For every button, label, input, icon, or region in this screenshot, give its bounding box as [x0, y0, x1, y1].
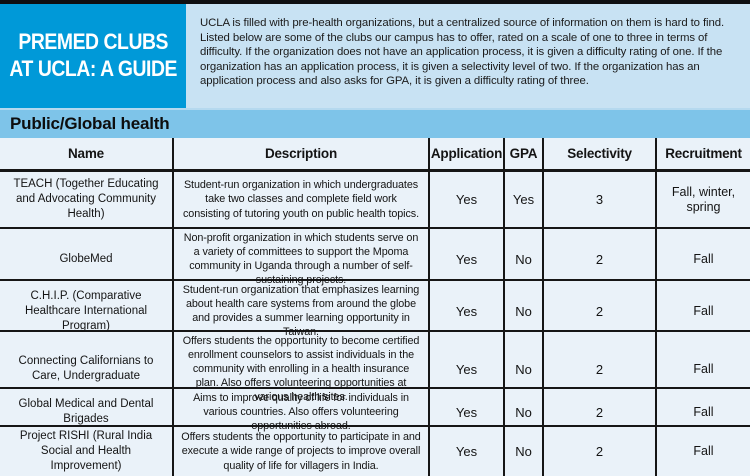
- club-application-cell: Yes: [428, 389, 503, 436]
- club-name-cell: TEACH (Together Educating and Advocating…: [13, 178, 159, 220]
- table-row: Connecting Californians to Care, Undergr…: [0, 332, 750, 407]
- club-application-cell: Yes: [428, 281, 503, 342]
- club-description-cell: Student-run organization in which underg…: [172, 172, 428, 227]
- club-gpa-cell: Yes: [503, 172, 542, 227]
- table-row: Project RISHI (Rural India Social and He…: [0, 427, 750, 476]
- page-title: PREMED CLUBS AT UCLA: A GUIDE: [9, 29, 177, 83]
- club-recruitment-cell: Fall: [655, 389, 750, 436]
- club-gpa-cell: No: [503, 427, 542, 476]
- table-row: C.H.I.P. (Comparative Healthcare Interna…: [0, 281, 750, 342]
- club-gpa-cell: No: [503, 332, 542, 407]
- intro-paragraph: UCLA is filled with pre-health organizat…: [200, 17, 725, 88]
- club-recruitment-cell: Fall: [655, 281, 750, 342]
- club-selectivity-cell: 2: [542, 229, 655, 290]
- section-band: Public/Global health: [0, 110, 750, 138]
- club-recruitment-cell: Fall: [655, 427, 750, 476]
- club-description-cell: Offers students the opportunity to becom…: [172, 332, 428, 407]
- club-name-cell: Global Medical and Dental Brigades: [18, 398, 154, 426]
- club-gpa-cell: No: [503, 281, 542, 342]
- club-name-cell: Connecting Californians to Care, Undergr…: [18, 355, 154, 383]
- club-application-cell: Yes: [428, 427, 503, 476]
- club-gpa-cell: No: [503, 229, 542, 290]
- club-selectivity-cell: 2: [542, 332, 655, 407]
- title-box: PREMED CLUBS AT UCLA: A GUIDE: [0, 4, 186, 108]
- page-title-line1: PREMED CLUBS: [18, 29, 168, 55]
- club-selectivity-cell: 3: [542, 172, 655, 227]
- table-row: Global Medical and Dental Brigades Aims …: [0, 389, 750, 436]
- section-title: Public/Global health: [10, 114, 170, 133]
- club-selectivity-cell: 2: [542, 427, 655, 476]
- club-name-cell: GlobeMed: [59, 252, 113, 265]
- column-header-application: Application: [428, 138, 503, 169]
- column-header-name: Name: [68, 146, 104, 161]
- page-title-line2: AT UCLA: A GUIDE: [9, 56, 177, 81]
- table-header-row: Name Description Application GPA Selecti…: [0, 138, 750, 172]
- club-description-cell: Non-profit organization in which student…: [172, 229, 428, 290]
- club-recruitment-cell: Fall: [655, 332, 750, 407]
- club-description-cell: Student-run organization that emphasizes…: [172, 281, 428, 342]
- club-selectivity-cell: 2: [542, 281, 655, 342]
- table-row: TEACH (Together Educating and Advocating…: [0, 172, 750, 229]
- intro-box: UCLA is filled with pre-health organizat…: [186, 4, 750, 108]
- column-header-description: Description: [172, 138, 428, 169]
- club-description-cell: Offers students the opportunity to parti…: [172, 427, 428, 476]
- top-border-bar: [0, 0, 750, 4]
- club-name-cell: Project RISHI (Rural India Social and He…: [19, 430, 153, 472]
- club-gpa-cell: No: [503, 389, 542, 436]
- masthead: PREMED CLUBS AT UCLA: A GUIDE UCLA is fi…: [0, 4, 750, 108]
- table-row: GlobeMed Non-profit organization in whic…: [0, 229, 750, 290]
- club-selectivity-cell: 2: [542, 389, 655, 436]
- club-recruitment-cell: Fall, winter, spring: [655, 172, 750, 227]
- column-header-gpa: GPA: [503, 138, 542, 169]
- club-application-cell: Yes: [428, 332, 503, 407]
- column-header-recruitment: Recruitment: [655, 138, 750, 169]
- club-application-cell: Yes: [428, 172, 503, 227]
- club-description-cell: Aims to improve quality of life for indi…: [172, 389, 428, 436]
- club-application-cell: Yes: [428, 229, 503, 290]
- column-header-selectivity: Selectivity: [542, 138, 655, 169]
- section-divider: [0, 108, 750, 110]
- table-body: TEACH (Together Educating and Advocating…: [0, 172, 750, 476]
- club-name-cell: C.H.I.P. (Comparative Healthcare Interna…: [24, 289, 148, 332]
- clubs-table: Name Description Application GPA Selecti…: [0, 138, 750, 476]
- club-recruitment-cell: Fall: [655, 229, 750, 290]
